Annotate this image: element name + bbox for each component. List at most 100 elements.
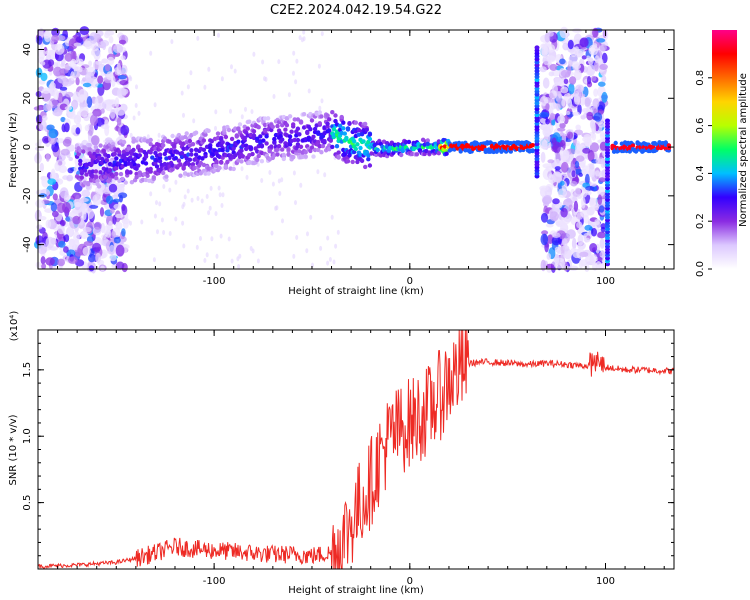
- y-tick-label: 20: [22, 92, 33, 105]
- spectrogram-speckle-cell: [174, 216, 178, 222]
- spectrogram-noise-cell: [568, 204, 573, 210]
- spectrogram-signal-cell: [172, 143, 177, 148]
- y-tick-label: 1.5: [22, 362, 33, 378]
- spectrogram-noise-cell: [35, 91, 42, 98]
- spectrogram-signal-cell: [319, 150, 324, 155]
- spectrogram-speckle-cell: [221, 192, 225, 198]
- spectrogram-signal-cell: [259, 159, 265, 164]
- spectrogram-speckle-cell: [217, 32, 220, 38]
- spectrogram-noise-cell: [121, 203, 126, 212]
- spectrogram-noise-cell: [107, 56, 115, 66]
- spectrogram-signal-cell: [87, 146, 92, 152]
- spectrogram-noise-cell: [563, 245, 570, 252]
- spectrogram-speckle-cell: [186, 188, 190, 194]
- spectrogram-noise-cell: [584, 224, 593, 231]
- spectrogram-signal-cell: [267, 149, 272, 154]
- spectrogram-signal-cell: [287, 134, 293, 139]
- spectrogram-signal-cell: [200, 156, 205, 161]
- spectrogram-signal-cell: [333, 118, 338, 124]
- spectrogram-signal-cell: [292, 137, 297, 143]
- spectrogram-signal-cell: [375, 147, 380, 153]
- spectrogram-noise-cell: [45, 257, 55, 266]
- spectrogram-noise-cell: [584, 237, 591, 243]
- spectrogram-noise-cell: [51, 168, 56, 178]
- spectrogram-noise-cell: [109, 109, 116, 119]
- spectrogram-speckle-cell: [220, 203, 224, 208]
- spectrogram-signal-cell: [161, 170, 166, 176]
- spectrogram-signal-cell: [530, 148, 535, 153]
- snr-series-line: [37, 329, 675, 570]
- spectrogram-signal-cell: [364, 127, 369, 132]
- spectrogram-signal-cell: [280, 147, 285, 152]
- spectrogram-signal-cell: [500, 140, 506, 145]
- spectrogram-noise-cell: [62, 138, 72, 147]
- spectrogram-noise-cell: [599, 238, 605, 249]
- x-tick-label: 0: [407, 576, 413, 587]
- spectrogram-noise-cell: [591, 75, 597, 82]
- spectrogram-speckle-cell: [227, 236, 231, 242]
- spectrogram-speckle-cell: [334, 243, 338, 249]
- spectrogram-signal-cell: [104, 158, 110, 163]
- spectrogram-signal-cell: [84, 172, 89, 177]
- spectrogram-signal-cell: [110, 174, 116, 179]
- spectrogram-noise-cell: [92, 242, 102, 252]
- spectrogram-speckle-cell: [181, 220, 185, 226]
- spectrogram-noise-cell: [48, 128, 58, 139]
- spectrogram-noise-cell: [111, 231, 116, 239]
- y-tick-label: 0.5: [22, 495, 33, 511]
- spectrogram-signal-cell: [363, 164, 368, 170]
- spectrogram-noise-cell: [102, 42, 107, 50]
- spectrogram-signal-cell: [79, 175, 85, 180]
- spectrogram-signal-cell: [206, 171, 211, 176]
- spectrogram-signal-cell: [203, 171, 208, 176]
- spectrogram-signal-cell: [353, 146, 358, 152]
- spectrogram-noise-cell: [73, 231, 80, 243]
- spectrogram-signal-cell: [327, 147, 332, 152]
- spectrogram-noise-cell: [88, 265, 95, 272]
- spectrogram-noise-cell: [36, 224, 43, 230]
- spectrogram-noise-cell: [552, 198, 560, 205]
- spectrogram-noise-cell: [580, 96, 586, 106]
- spectrogram-noise-cell: [554, 257, 565, 263]
- spectrogram-speckle-cell: [205, 194, 209, 199]
- spectrogram-speckle-cell: [260, 178, 264, 183]
- spectrogram-signal-cell: [367, 136, 373, 142]
- spectrogram-speckle-cell: [292, 170, 296, 176]
- spectrogram-noise-cell: [546, 253, 552, 260]
- spectrogram-noise-cell: [112, 198, 121, 203]
- spectrogram-cells: [33, 26, 672, 274]
- spectrogram-noise-cell: [572, 111, 580, 116]
- spectrogram-noise-cell: [591, 227, 597, 237]
- spectrogram-noise-cell: [544, 32, 551, 43]
- spectrogram-signal-cell: [150, 155, 155, 160]
- spectrogram-signal-cell: [666, 145, 672, 151]
- spectrogram-signal-cell: [154, 164, 160, 169]
- spectrogram-signal-cell: [187, 138, 193, 144]
- spectrogram-signal-cell: [190, 162, 196, 167]
- spectrogram-noise-cell: [119, 80, 129, 86]
- spectrogram-speckle-cell: [140, 219, 144, 225]
- spectrogram-signal-cell: [256, 153, 261, 159]
- spectrogram-frame: [37, 29, 675, 270]
- spectrogram-noise-cell: [540, 259, 546, 272]
- spectrogram-signal-cell: [190, 142, 196, 147]
- spectrogram-signal-cell: [126, 146, 131, 151]
- spectrogram-noise-cell: [580, 115, 586, 120]
- spectrogram-signal-cell: [112, 151, 117, 157]
- spectrogram-signal-cell: [145, 173, 150, 178]
- spectrogram-signal-cell: [312, 147, 318, 153]
- spectrogram-noise-cell: [65, 91, 74, 98]
- spectrogram-signal-cell: [303, 150, 308, 155]
- spectrogram-noise-cell: [557, 115, 566, 124]
- spectrogram-noise-cell: [113, 203, 121, 210]
- spectrogram-noise-cell: [560, 180, 565, 186]
- figure-title: C2E2.2024.042.19.54.G22: [270, 3, 442, 18]
- spectrogram-signal-cell: [186, 152, 191, 157]
- spectrogram-signal-cell: [255, 136, 260, 141]
- spectrogram-signal-cell: [633, 149, 639, 154]
- spectrogram-noise-cell: [93, 48, 101, 61]
- spectrogram-signal-cell: [291, 155, 296, 160]
- spectrogram-noise-cell: [545, 103, 550, 111]
- spectrogram-speckle-cell: [302, 36, 306, 42]
- spectrogram-noise-cell: [573, 69, 582, 81]
